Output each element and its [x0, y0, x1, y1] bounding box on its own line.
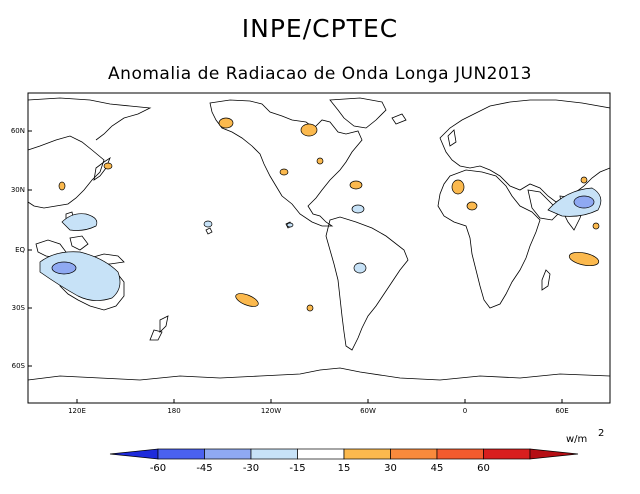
- colorbar-segment: [297, 448, 345, 460]
- colorbar-tick-label: -30: [243, 463, 259, 474]
- positive-anomaly-patch: [103, 162, 113, 170]
- negative-anomaly-patch: [353, 262, 367, 274]
- positive-anomaly-patch: [580, 176, 588, 184]
- negative-anomaly-patch: [286, 222, 294, 228]
- colorbar-arrow-high: [529, 448, 579, 460]
- positive-anomaly-patch: [58, 181, 66, 191]
- lon-label-120e: 120E: [68, 407, 86, 415]
- colorbar-tick-label: 60: [477, 463, 490, 474]
- negative-anomaly-core: [51, 261, 77, 275]
- coastlines: [27, 97, 611, 381]
- negative-anomaly-patch: [351, 204, 365, 214]
- colorbar-tick-label: -60: [150, 463, 166, 474]
- colorbar-tick-label: 15: [338, 463, 351, 474]
- negative-anomaly-core: [573, 195, 595, 209]
- lat-label-60s: 60S: [12, 362, 26, 370]
- colorbar-tick-label: -45: [196, 463, 212, 474]
- lat-label-30s: 30S: [12, 304, 26, 312]
- colorbar-ticks: -60 -45 -30 -15 15 30 45 60: [150, 463, 490, 474]
- colorbar-tick-label: 30: [384, 463, 397, 474]
- positive-anomaly-patch: [316, 157, 324, 165]
- lat-label-eq: EQ: [15, 246, 25, 254]
- units-label: w/m: [566, 434, 587, 445]
- positive-anomaly-patch: [349, 180, 363, 190]
- colorbar-segment: [157, 448, 205, 460]
- anomaly-contours: [39, 117, 602, 312]
- lat-label-30n: 30N: [11, 186, 25, 194]
- map-subtitle: Anomalia de Radiacao de Onda Longa JUN20…: [108, 64, 532, 84]
- positive-anomaly-patch: [568, 252, 600, 266]
- lon-label-60w: 60W: [360, 407, 376, 415]
- lon-axis: 120E 180 120W 60W 0 60E: [68, 399, 569, 415]
- lon-label-0: 0: [463, 407, 467, 415]
- positive-anomaly-patch: [306, 304, 314, 312]
- map-frame: [27, 92, 611, 404]
- positive-anomaly-patch: [451, 179, 465, 195]
- main-title: INPE/CPTEC: [241, 14, 399, 43]
- positive-anomaly-patch: [592, 222, 600, 230]
- colorbar-segment: [436, 448, 484, 460]
- colorbar: [109, 448, 579, 460]
- units-exponent: 2: [598, 428, 604, 439]
- colorbar-segment: [390, 448, 438, 460]
- positive-anomaly-patch: [218, 117, 234, 129]
- colorbar-segment: [483, 448, 531, 460]
- positive-anomaly-patch: [279, 168, 289, 176]
- colorbar-segment: [204, 448, 252, 460]
- negative-anomaly-patch: [203, 220, 213, 228]
- positive-anomaly-patch: [300, 123, 318, 137]
- positive-anomaly-patch: [235, 293, 259, 307]
- lon-label-60e: 60E: [555, 407, 568, 415]
- lat-axis: 60N 30N EQ 30S 60S: [11, 127, 32, 370]
- colorbar-segment: [250, 448, 298, 460]
- colorbar-tick-label: -15: [289, 463, 305, 474]
- lon-label-120w: 120W: [261, 407, 281, 415]
- lat-label-60n: 60N: [11, 127, 25, 135]
- colorbar-tick-label: 45: [431, 463, 444, 474]
- negative-anomaly-patch: [61, 213, 98, 231]
- colorbar-arrow-low: [109, 448, 159, 460]
- lon-label-180: 180: [167, 407, 180, 415]
- colorbar-segment: [343, 448, 391, 460]
- positive-anomaly-patch: [466, 201, 478, 211]
